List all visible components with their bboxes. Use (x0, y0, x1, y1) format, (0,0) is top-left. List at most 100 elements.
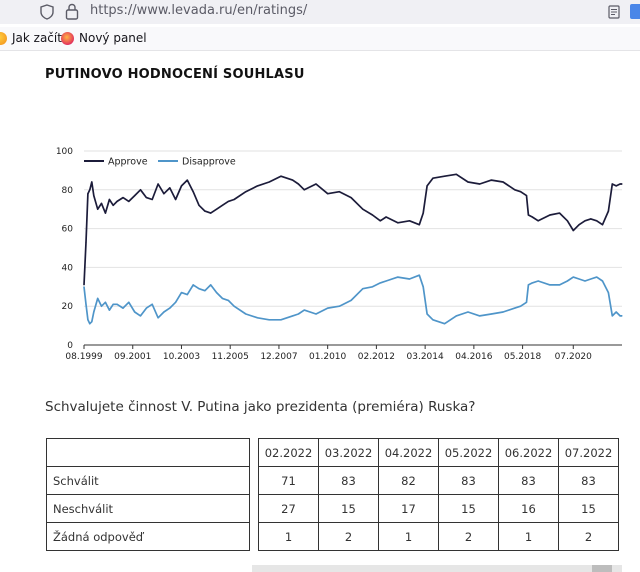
data-point-approve (210, 212, 212, 214)
data-point-disapprove (108, 309, 110, 311)
scrollbar-thumb[interactable] (592, 565, 612, 572)
table-cell: 1 (258, 522, 319, 551)
row-label: Schválit (46, 466, 250, 495)
data-point-approve (385, 216, 387, 218)
x-tick-label: 10.2003 (163, 352, 200, 362)
data-point-approve (590, 218, 592, 220)
lock-icon[interactable] (65, 3, 79, 20)
y-tick-label: 40 (62, 263, 74, 273)
data-point-disapprove (268, 319, 270, 321)
data-point-disapprove (280, 319, 282, 321)
data-point-approve (426, 185, 428, 187)
data-point-disapprove (245, 313, 247, 315)
data-point-disapprove (116, 303, 118, 305)
data-point-approve (444, 175, 446, 177)
data-point-approve (350, 196, 352, 199)
table-row-no-answer: Žádná odpověď 1 2 1 2 1 2 (46, 522, 619, 551)
data-point-disapprove (104, 301, 107, 303)
survey-question: Schvalujete činnost V. Putina jako prezi… (45, 399, 476, 415)
data-point-approve (432, 177, 434, 179)
data-point-disapprove (291, 315, 294, 317)
extension-icon[interactable] (630, 4, 640, 19)
data-point-disapprove (371, 286, 374, 288)
bookmark-new-tab[interactable]: Nový panel (61, 31, 147, 45)
data-point-approve (128, 200, 130, 203)
table-cell: 2 (558, 522, 619, 551)
y-tick-label: 100 (56, 147, 73, 157)
data-point-disapprove (186, 293, 188, 296)
table-gap (250, 495, 259, 523)
data-point-approve (291, 179, 294, 181)
table-cell: 83 (438, 466, 499, 495)
data-point-disapprove (455, 315, 457, 317)
table-gap (250, 439, 259, 467)
x-tick-label: 07.2020 (555, 352, 592, 362)
month-header: 05.2022 (438, 438, 499, 467)
legend-label-approve: Approve (108, 157, 148, 168)
data-point-approve (578, 224, 580, 226)
data-point-disapprove (422, 286, 424, 288)
data-point-approve (397, 222, 399, 224)
data-point-approve (204, 210, 206, 212)
data-point-disapprove (350, 299, 352, 301)
data-point-disapprove (601, 280, 604, 282)
data-point-disapprove (418, 274, 420, 276)
data-point-approve (514, 189, 516, 191)
data-point-approve (621, 183, 623, 185)
table-cell: 17 (378, 494, 439, 523)
data-point-approve (549, 214, 551, 216)
data-point-approve (408, 220, 411, 222)
x-tick-label: 02.2012 (358, 352, 395, 362)
table-cell: 71 (258, 466, 319, 495)
data-point-disapprove (169, 307, 171, 309)
data-point-disapprove (91, 321, 93, 323)
data-point-approve (186, 179, 188, 181)
data-point-disapprove (621, 315, 623, 317)
y-tick-label: 80 (62, 186, 74, 196)
bookmarks-toolbar: Jak začít Nový panel (0, 27, 640, 51)
data-point-disapprove (180, 292, 183, 294)
data-point-approve (93, 195, 95, 197)
data-point-approve (100, 202, 103, 204)
table-cell: 15 (438, 494, 499, 523)
data-point-approve (163, 193, 165, 195)
horizontal-scrollbar[interactable] (252, 565, 622, 572)
data-point-disapprove (215, 292, 218, 294)
data-point-disapprove (192, 284, 194, 286)
data-point-approve (327, 193, 329, 195)
data-point-disapprove (227, 299, 229, 301)
data-point-approve (108, 198, 110, 201)
y-tick-label: 20 (62, 302, 74, 312)
shield-icon[interactable] (40, 4, 54, 20)
x-tick-label: 01.2010 (309, 352, 346, 362)
data-point-disapprove (432, 319, 434, 321)
data-point-disapprove (100, 305, 103, 307)
bookmark-getting-started[interactable]: Jak začít (0, 31, 62, 45)
x-tick-label: 11.2005 (212, 352, 249, 362)
data-point-approve (596, 220, 598, 222)
data-point-approve (371, 214, 374, 216)
reader-view-icon[interactable] (608, 5, 620, 19)
data-point-disapprove (233, 305, 235, 307)
data-point-disapprove (163, 311, 165, 313)
data-point-approve (455, 173, 457, 175)
data-point-approve (422, 212, 424, 214)
data-point-disapprove (122, 307, 124, 309)
data-point-approve (122, 196, 124, 199)
month-header: 02.2022 (258, 438, 319, 467)
data-point-disapprove (619, 315, 621, 317)
series-line-disapprove (83, 274, 622, 325)
data-point-approve (116, 200, 118, 203)
data-point-approve (537, 220, 539, 222)
table-cell: 15 (318, 494, 379, 523)
x-tick-label: 04.2016 (455, 352, 492, 362)
x-tick-label: 09.2001 (114, 352, 151, 362)
data-point-approve (418, 224, 420, 226)
data-point-approve (221, 204, 224, 206)
data-point-approve (87, 193, 89, 195)
url-text[interactable]: https://www.levada.ru/en/ratings/ (90, 3, 308, 18)
address-bar[interactable]: https://www.levada.ru/en/ratings/ (0, 0, 640, 24)
data-point-approve (520, 191, 522, 193)
data-point-disapprove (590, 278, 592, 280)
data-point-disapprove (87, 319, 89, 321)
